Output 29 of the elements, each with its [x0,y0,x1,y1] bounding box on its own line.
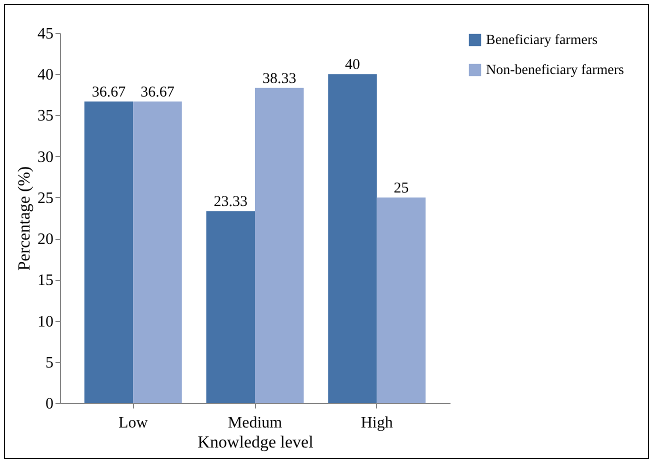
bar [133,101,182,403]
y-tick-label: 25 [38,190,54,207]
data-label: 36.67 [140,84,175,100]
data-label: 40 [345,57,360,74]
x-axis-title: Knowledge level [198,432,314,452]
y-tick-label: 10 [38,313,54,330]
bar [376,197,426,403]
data-label: 25 [394,180,409,196]
y-tick-label: 45 [38,26,54,42]
bar [328,74,377,403]
y-axis-title: Percentage (%) [14,166,34,271]
data-label: 38.33 [262,70,296,87]
y-tick-label: 20 [38,231,54,248]
bar [84,101,134,403]
x-tick-label: High [360,414,393,432]
legend-label: Beneficiary farmers [486,33,598,48]
bar [255,88,304,403]
y-tick-label: 0 [46,396,54,412]
x-tick-label: Low [118,414,148,432]
y-tick-label: 30 [38,148,54,166]
y-tick-label: 35 [38,108,54,125]
y-tick-label: 40 [38,66,54,84]
x-tick-label: Medium [228,414,283,432]
legend-label: Non-beneficiary farmers [486,63,624,78]
bar [206,211,255,403]
y-tick-label: 5 [46,354,54,372]
data-label: 36.67 [92,84,126,100]
y-tick-label: 15 [38,272,54,290]
data-label: 23.33 [214,194,248,210]
